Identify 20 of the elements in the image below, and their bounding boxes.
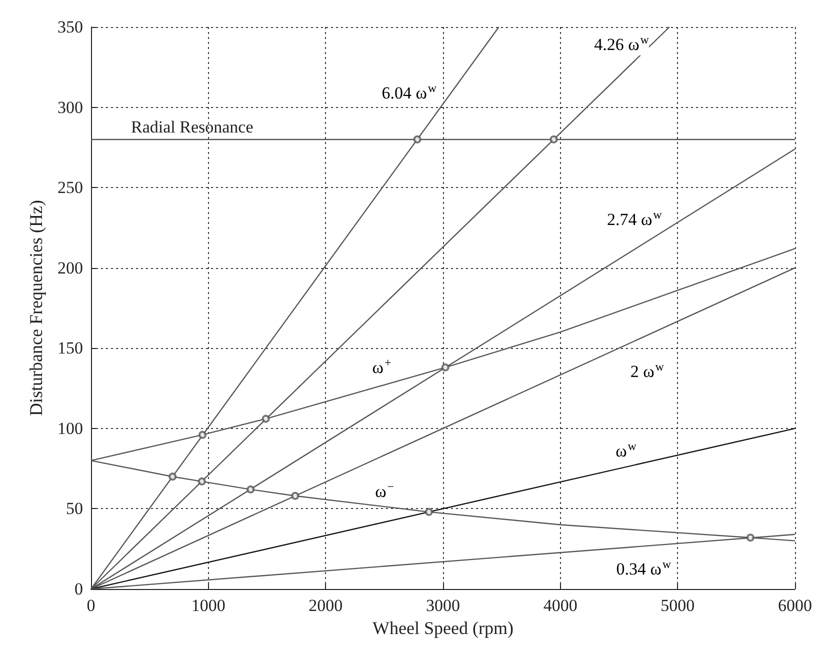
y-tick-label: 300 [58, 98, 83, 117]
ref-line-label: Radial Resonance [131, 117, 254, 136]
x-axis-title: Wheel Speed (rpm) [372, 618, 514, 638]
x-tick-label: 6000 [778, 596, 812, 615]
x-tick-label: 3000 [426, 596, 460, 615]
y-tick-label: 200 [58, 258, 83, 278]
series-label: ω+ [372, 356, 392, 378]
y-tick-label: 150 [58, 338, 83, 358]
y-tick-label: 350 [58, 18, 83, 36]
x-tick-label: 4000 [543, 596, 578, 615]
x-tick-label: 5000 [660, 596, 695, 615]
y-tick-label: 100 [58, 418, 83, 438]
x-tick-label: 1000 [191, 596, 226, 615]
x-tick-label: 2000 [308, 596, 343, 615]
y-tick-label: 250 [58, 178, 83, 198]
y-tick-label: 0 [74, 580, 83, 598]
series-label: ω− [375, 480, 394, 502]
x-tick-label: 0 [86, 596, 96, 615]
y-tick-label: 50 [66, 499, 83, 518]
y-axis-title: Disturbance Frequencies (Hz) [26, 200, 46, 416]
